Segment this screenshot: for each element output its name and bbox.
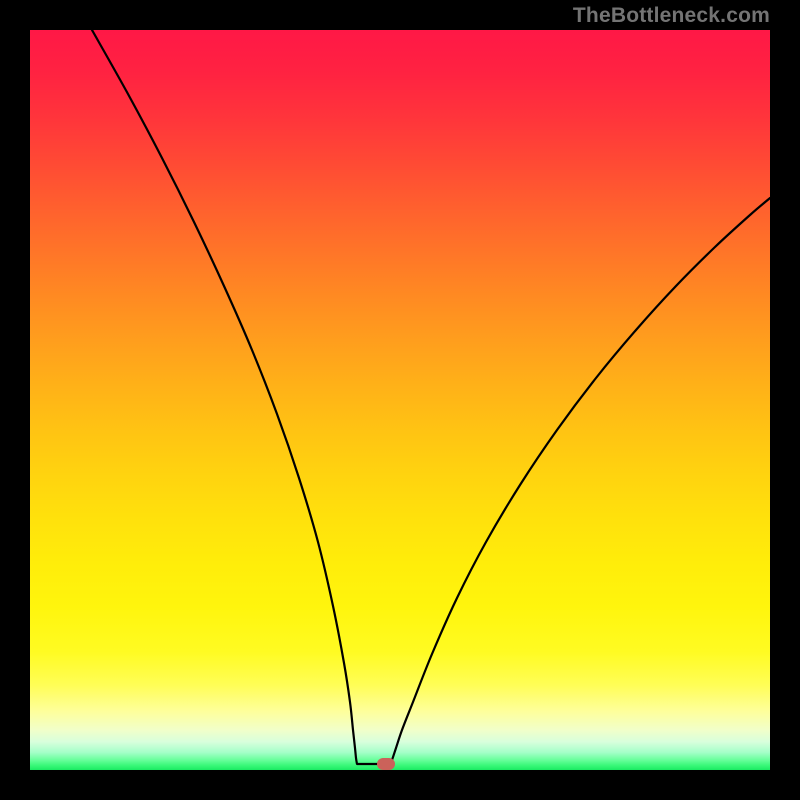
plot-area bbox=[30, 30, 770, 770]
bottleneck-curve bbox=[30, 30, 770, 770]
chart-frame: TheBottleneck.com bbox=[0, 0, 800, 800]
watermark-text: TheBottleneck.com bbox=[573, 4, 770, 28]
min-point-marker bbox=[377, 758, 395, 770]
